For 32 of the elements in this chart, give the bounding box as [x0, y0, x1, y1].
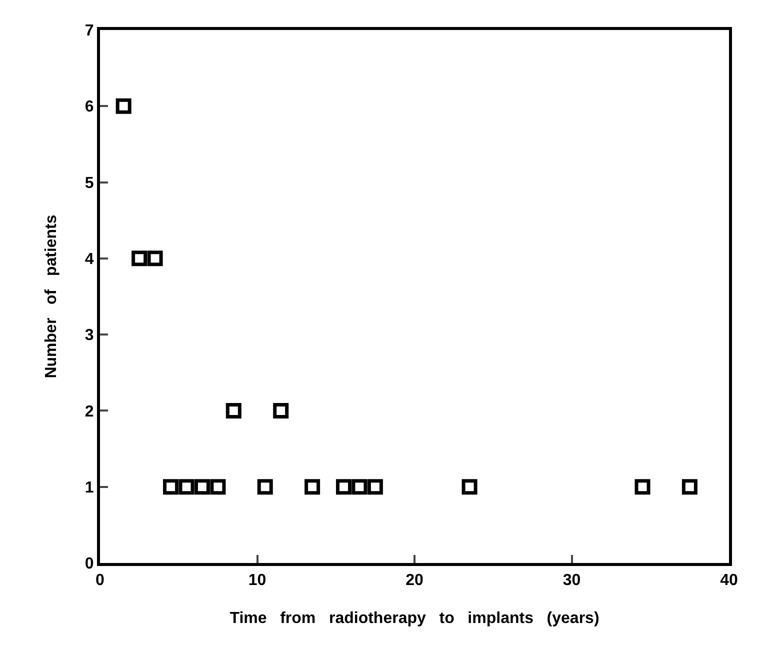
y-tick-label: 2 [84, 403, 94, 420]
y-tick-label: 3 [84, 327, 94, 344]
x-tick-label: 40 [720, 572, 738, 590]
point [257, 479, 273, 495]
point [336, 479, 352, 495]
x-tick-label: 0 [96, 572, 105, 590]
y-axis-title: Number of patients [43, 214, 60, 378]
point [462, 479, 478, 495]
point [116, 98, 132, 114]
point [226, 402, 242, 418]
y-tick-label: 4 [84, 251, 94, 268]
point [682, 479, 698, 495]
point [304, 479, 320, 495]
y-tick-label: 5 [84, 174, 94, 192]
point [367, 479, 383, 495]
point [634, 479, 650, 495]
y-tick-label: 1 [84, 479, 94, 496]
x-tick-label: 30 [562, 572, 581, 590]
point [132, 250, 148, 266]
point [273, 402, 289, 418]
x-axis-title: Time from radiotherapy to implants (years) [230, 610, 600, 627]
point [163, 479, 179, 495]
x-tick-label: 10 [248, 572, 266, 590]
x-tick-label: 20 [406, 572, 424, 590]
y-tick-label: 6 [84, 98, 94, 116]
point [352, 479, 368, 495]
point [147, 250, 163, 266]
point [210, 479, 226, 495]
y-tick-label: 0 [84, 556, 94, 573]
point [178, 479, 194, 495]
y-tick-label: 7 [84, 22, 94, 40]
point [194, 479, 210, 495]
